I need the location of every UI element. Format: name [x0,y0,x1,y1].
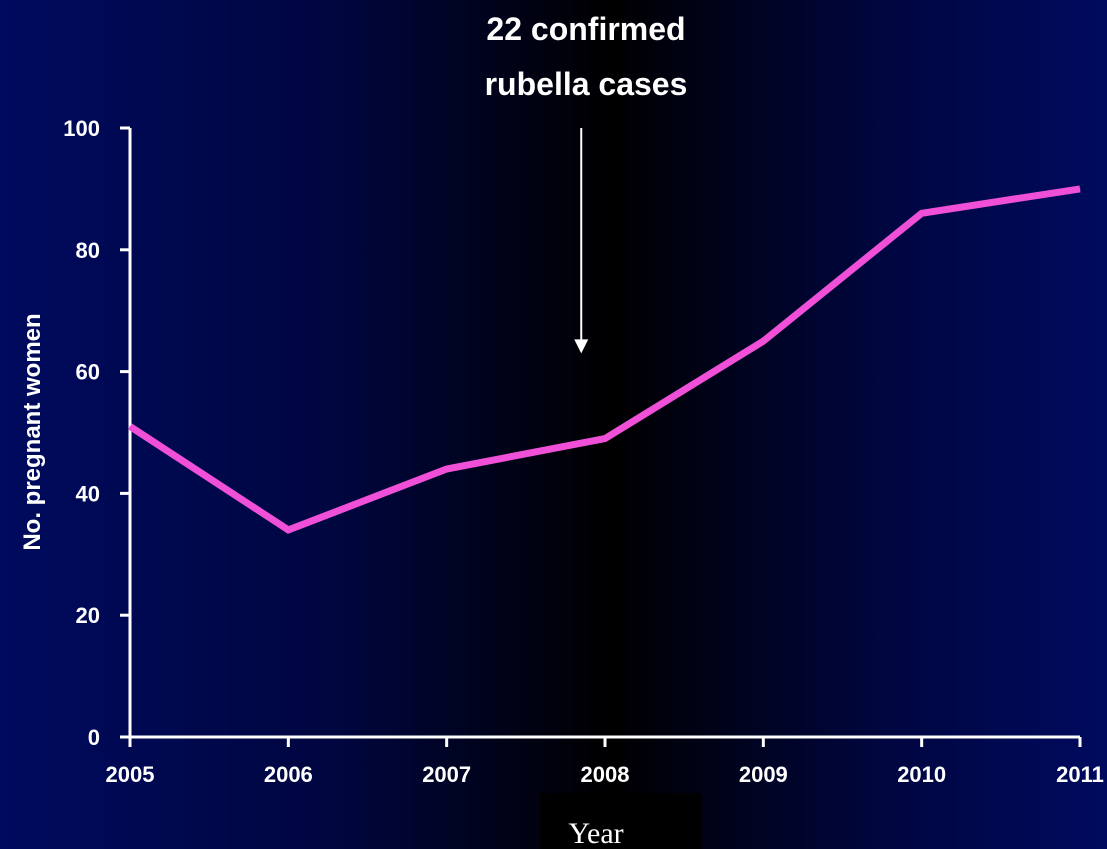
data-point [1079,188,1081,190]
y-tick-label: 40 [76,481,100,506]
y-tick-label: 60 [76,360,100,385]
x-tick-label: 2006 [264,762,313,787]
data-point [287,529,289,531]
x-tick-label: 2011 [1056,762,1104,787]
annotation: 22 confirmed rubella cases [485,11,688,354]
series-line [128,185,1081,534]
axes [128,128,1080,739]
y-tick-label: 80 [76,238,100,263]
series-layer [128,185,1081,534]
x-tick-label: 2005 [106,762,155,787]
y-ticks: 0 20 40 60 80 100 [63,116,130,750]
y-tick-label: 0 [88,725,100,750]
data-point [762,340,764,342]
y-tick-label: 100 [63,116,100,141]
y-tick-label: 20 [76,603,100,628]
data-point [921,212,923,214]
x-tick-label: 2008 [581,762,630,787]
x-tick-label: 2009 [739,762,788,787]
annotation-line-2: rubella cases [485,66,688,102]
data-point [446,468,448,470]
x-ticks: 2005 2006 2007 2008 2009 2010 2011 [106,737,1104,787]
annotation-arrowhead [574,339,589,354]
annotation-line-1: 22 confirmed [486,11,685,47]
data-point [129,425,131,427]
y-axis-label: No. pregnant women [19,313,46,550]
xlabel-backdrop [540,793,702,849]
x-axis-label: Year [568,817,623,849]
x-tick-label: 2007 [422,762,471,787]
x-tick-label: 2010 [897,762,946,787]
data-point [604,438,606,440]
